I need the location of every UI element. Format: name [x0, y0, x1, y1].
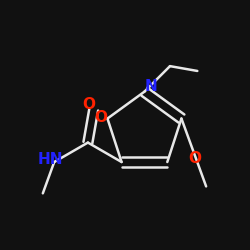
Text: HN: HN — [37, 152, 63, 167]
Text: O: O — [189, 151, 202, 166]
Text: N: N — [144, 79, 157, 94]
Text: O: O — [94, 110, 107, 125]
Text: O: O — [82, 97, 95, 112]
